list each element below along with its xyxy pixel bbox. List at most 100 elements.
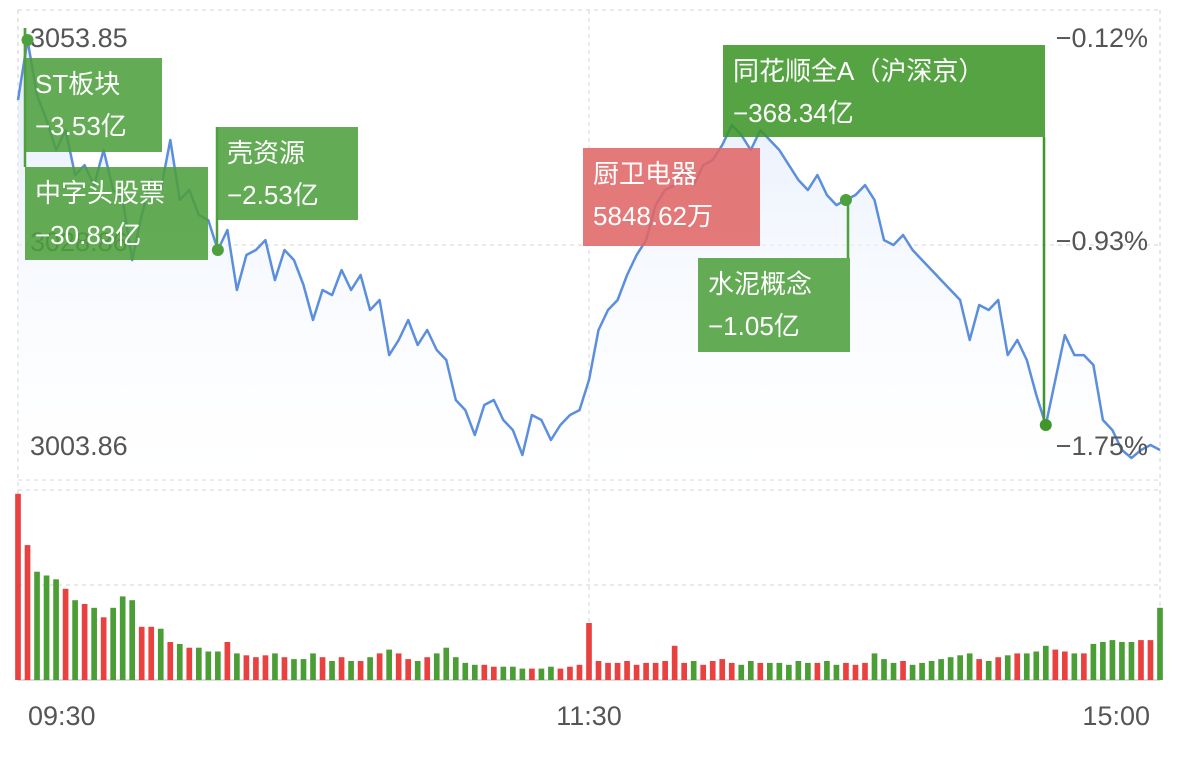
volume-bar [338, 657, 345, 680]
volume-bar [138, 626, 145, 680]
volume-bar [310, 653, 316, 680]
volume-bar [253, 657, 259, 680]
x-tick-label: 11:30 [556, 701, 622, 731]
volume-bar [405, 659, 412, 680]
annotation-value: −1.05亿 [708, 311, 800, 341]
volume-bar [890, 662, 897, 680]
volume-bar [690, 661, 697, 680]
volume-bar [576, 664, 583, 680]
y2-tick-label: −1.75% [1056, 431, 1148, 461]
price-area [18, 40, 1160, 480]
volume-bar [805, 662, 811, 680]
volume-bar [624, 661, 630, 680]
volume-bar [1071, 653, 1078, 680]
volume-bar [652, 662, 659, 680]
volume-bar [15, 493, 21, 680]
volume-bar [443, 647, 450, 680]
annotation-value: −3.53亿 [35, 111, 127, 141]
volume-bar [291, 659, 297, 680]
y-tick-label: 3003.86 [30, 431, 128, 461]
volume-bar [957, 655, 963, 680]
volume-bar [671, 645, 678, 680]
volume-bar [234, 653, 240, 680]
volume-bar [757, 662, 764, 680]
volume-bar [471, 664, 478, 680]
volume-bar [433, 653, 440, 680]
volume-bar [586, 623, 592, 680]
volume-bar [300, 659, 307, 680]
volume-bar [1138, 640, 1144, 680]
volume-bar [928, 661, 935, 680]
volume-bar [900, 661, 906, 680]
y2-tick-label: −0.12% [1056, 23, 1148, 53]
volume-bar [976, 659, 983, 680]
volume-bar [700, 664, 707, 680]
volume-bar [709, 661, 716, 680]
volume-bar [985, 661, 992, 680]
volume-bar [519, 668, 526, 680]
volume-bar [719, 659, 726, 680]
volume-bar [357, 661, 364, 680]
volume-bar [24, 545, 31, 680]
annotation-box [25, 167, 208, 260]
volume-bar [376, 653, 383, 680]
x-tick-label: 15:00 [1082, 701, 1150, 731]
volume-bar [862, 662, 868, 680]
volume-bar [129, 600, 136, 680]
volume-bar [34, 571, 40, 680]
volume-bar [738, 664, 745, 680]
volume-bar [938, 659, 944, 680]
volume-bar [633, 664, 640, 680]
volume-bar [72, 600, 78, 680]
price-line [16, 38, 1161, 460]
volume-bar [215, 651, 221, 680]
volume-bar [747, 661, 754, 680]
volume-bar [53, 579, 59, 680]
volume-bar [567, 666, 573, 680]
volume-bar [481, 664, 488, 680]
volume-bar [1147, 640, 1154, 680]
volume-bar [614, 662, 621, 680]
annotation-dot [1039, 418, 1052, 431]
volume-bar [1062, 651, 1068, 680]
volume-bar [1052, 649, 1059, 680]
volume-bar [995, 657, 1002, 680]
volume-bar [786, 664, 792, 680]
volume-bar [795, 661, 802, 680]
volume-bar [881, 659, 887, 680]
annotation-value: −368.34亿 [733, 98, 854, 128]
volume-bar [1090, 643, 1097, 680]
annotation-label: 中字头股票 [35, 178, 165, 208]
volume-bar [110, 607, 116, 680]
x-tick-label: 09:30 [28, 701, 96, 731]
volume-bar [176, 643, 183, 680]
volume-bar [557, 668, 564, 680]
volume-bar [167, 642, 174, 680]
volume-bar [281, 657, 288, 680]
volume-bar [1157, 607, 1163, 680]
annotation-value: 5848.62万 [593, 201, 713, 231]
volume-bar [243, 655, 250, 680]
volume-bar [919, 662, 925, 680]
volume-bar [947, 657, 954, 680]
volume-bar [1119, 642, 1125, 680]
annotation-box [25, 58, 162, 152]
y2-tick-label: −0.93% [1056, 226, 1148, 256]
volume-bar [529, 668, 535, 680]
annotation-dot [839, 193, 852, 206]
annotation-value: −2.53亿 [227, 180, 319, 210]
volume-bar [1081, 653, 1087, 680]
volume-bar [148, 626, 155, 680]
volume-bar [424, 657, 431, 680]
volume-bar [462, 662, 469, 680]
volume-bar [100, 617, 107, 680]
volume-bar [186, 647, 193, 680]
volume-bar [1004, 655, 1011, 680]
volume-bar [662, 661, 668, 680]
volume-bar [1023, 653, 1030, 680]
annotation-value: −30.83亿 [35, 220, 141, 250]
volume-bar [1128, 642, 1135, 680]
annotation-box [217, 127, 358, 220]
volume-bar [348, 661, 354, 680]
volume-bar [224, 642, 231, 680]
